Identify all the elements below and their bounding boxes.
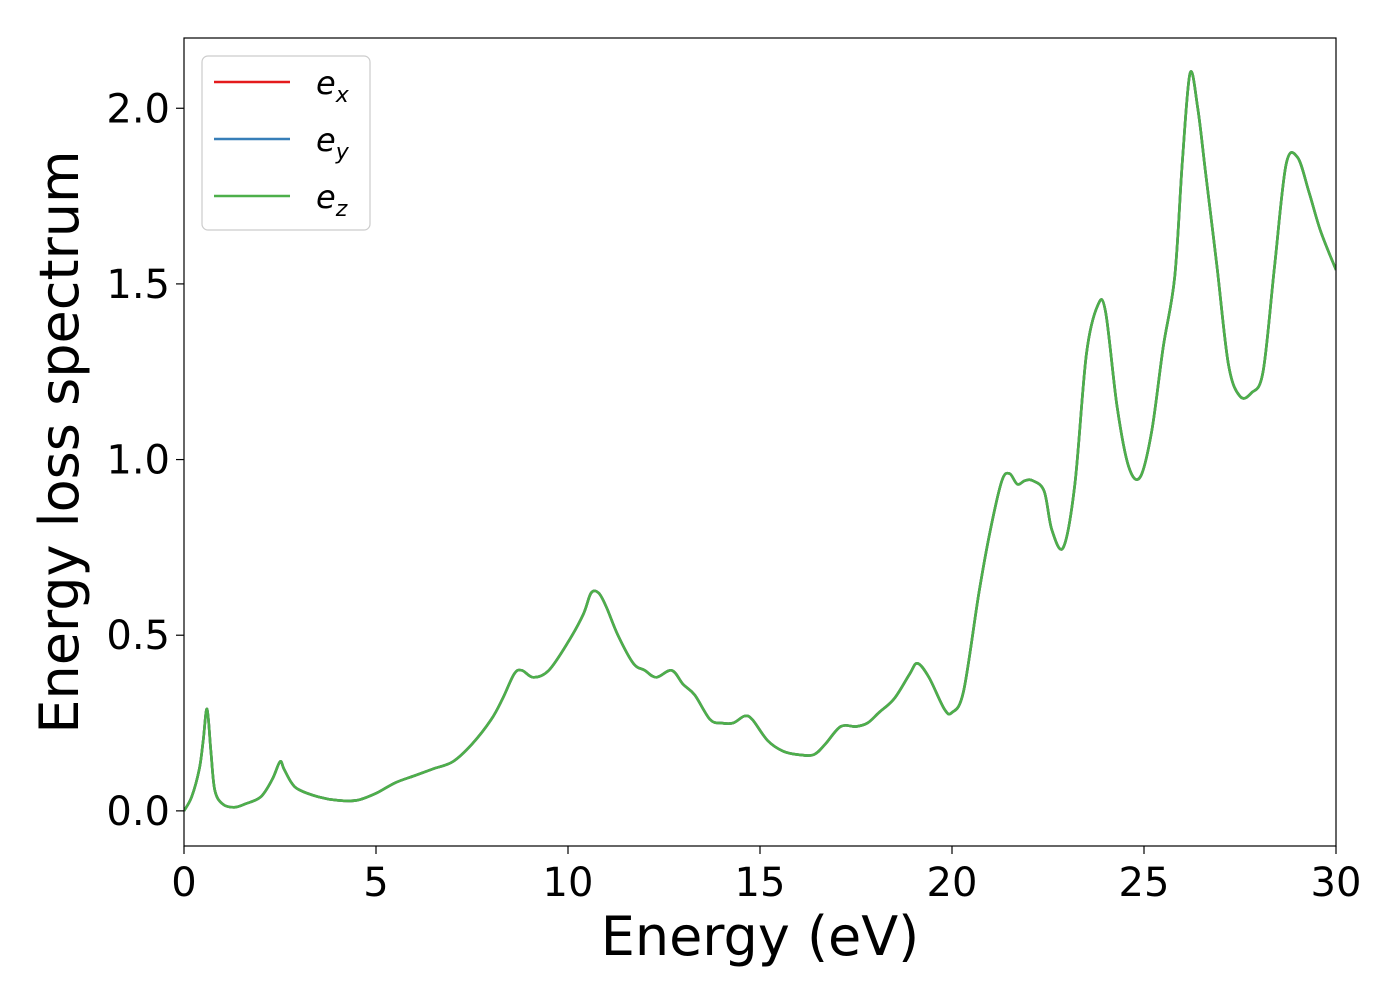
x-tick-label: 15 <box>735 860 786 906</box>
legend-label-e-z: ez <box>316 178 348 222</box>
x-tick-label: 10 <box>543 860 594 906</box>
y-tick-label: 1.5 <box>106 262 170 308</box>
x-axis-label: Energy (eV) <box>601 905 920 968</box>
legend-label-e-y: ey <box>316 121 350 165</box>
y-tick-label: 0.0 <box>106 789 170 835</box>
y-tick-label: 1.0 <box>106 438 170 484</box>
x-tick-label: 30 <box>1311 860 1362 906</box>
series-lines <box>184 70 1336 812</box>
plot-area <box>184 70 1336 812</box>
x-axis-ticks: 0 5 10 15 20 25 30 <box>171 846 1361 906</box>
x-tick-label: 0 <box>171 860 196 906</box>
y-axis-label: Energy loss spectrum <box>28 150 91 733</box>
series-line-e-z <box>184 70 1336 812</box>
y-axis-ticks: 0.0 0.5 1.0 1.5 2.0 <box>106 86 184 835</box>
x-tick-label: 25 <box>1119 860 1170 906</box>
y-tick-label: 2.0 <box>106 86 170 132</box>
legend: ex ey ez <box>201 55 371 231</box>
x-tick-label: 20 <box>927 860 978 906</box>
y-tick-label: 0.5 <box>106 613 170 659</box>
legend-box <box>201 55 371 231</box>
legend-label-e-x: ex <box>316 64 350 108</box>
x-tick-label: 5 <box>363 860 388 906</box>
